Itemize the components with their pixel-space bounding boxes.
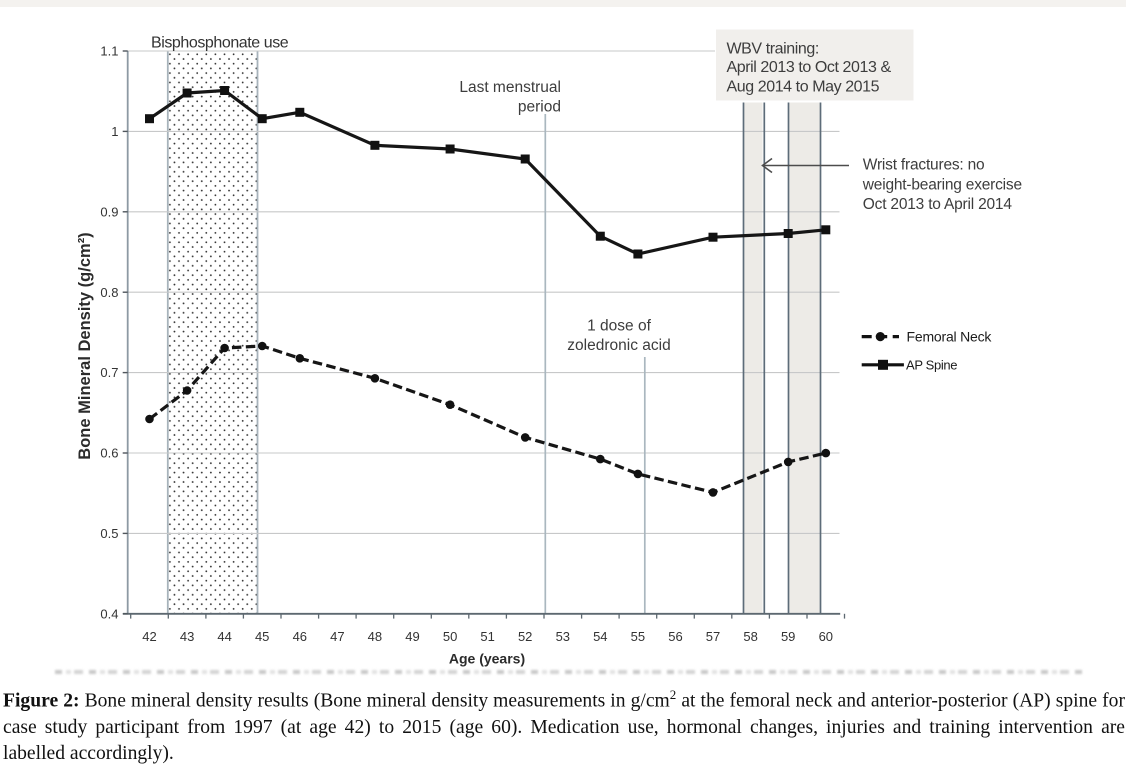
- svg-text:1: 1: [111, 124, 118, 139]
- svg-text:0.4: 0.4: [100, 606, 118, 621]
- svg-text:52: 52: [518, 629, 532, 644]
- svg-text:53: 53: [556, 629, 570, 644]
- svg-text:1 dose of: 1 dose of: [587, 318, 651, 335]
- svg-text:1.1: 1.1: [100, 44, 118, 59]
- svg-text:55: 55: [631, 629, 645, 644]
- svg-text:weight-bearing exercise: weight-bearing exercise: [862, 176, 1022, 193]
- svg-text:57: 57: [706, 629, 720, 644]
- svg-text:44: 44: [217, 629, 231, 644]
- svg-text:59: 59: [781, 629, 795, 644]
- svg-text:Last menstrual: Last menstrual: [459, 79, 561, 96]
- svg-text:54: 54: [593, 629, 607, 644]
- svg-text:WBV training:: WBV training:: [727, 40, 819, 57]
- svg-text:0.6: 0.6: [100, 446, 118, 461]
- svg-text:0.5: 0.5: [100, 526, 118, 541]
- svg-text:47: 47: [330, 629, 344, 644]
- svg-text:Age (years): Age (years): [449, 651, 525, 667]
- svg-text:48: 48: [368, 629, 382, 644]
- svg-text:Wrist fractures: no: Wrist fractures: no: [863, 157, 985, 174]
- svg-text:58: 58: [743, 629, 757, 644]
- svg-text:zoledronic acid: zoledronic acid: [567, 337, 670, 354]
- svg-text:50: 50: [443, 629, 457, 644]
- svg-text:42: 42: [142, 629, 156, 644]
- svg-text:0.9: 0.9: [100, 204, 118, 219]
- svg-text:Bone Mineral Density (g/cm²): Bone Mineral Density (g/cm²): [76, 232, 94, 459]
- svg-text:51: 51: [480, 629, 494, 644]
- svg-text:AP Spine: AP Spine: [906, 357, 957, 372]
- svg-text:Bisphosphonate use: Bisphosphonate use: [151, 34, 289, 51]
- svg-text:period: period: [518, 99, 561, 116]
- svg-text:49: 49: [405, 629, 419, 644]
- svg-text:46: 46: [293, 629, 307, 644]
- svg-text:45: 45: [255, 629, 269, 644]
- svg-text:0.7: 0.7: [100, 365, 118, 380]
- svg-text:Aug 2014 to May 2015: Aug 2014 to May 2015: [727, 78, 880, 95]
- svg-text:60: 60: [819, 629, 833, 644]
- svg-text:Oct 2013 to April 2014: Oct 2013 to April 2014: [863, 196, 1013, 213]
- svg-text:56: 56: [668, 629, 682, 644]
- svg-text:43: 43: [180, 629, 194, 644]
- svg-text:Femoral Neck: Femoral Neck: [907, 329, 993, 345]
- svg-text:April 2013 to Oct 2013 &: April 2013 to Oct 2013 &: [727, 59, 892, 76]
- svg-text:0.8: 0.8: [100, 285, 118, 300]
